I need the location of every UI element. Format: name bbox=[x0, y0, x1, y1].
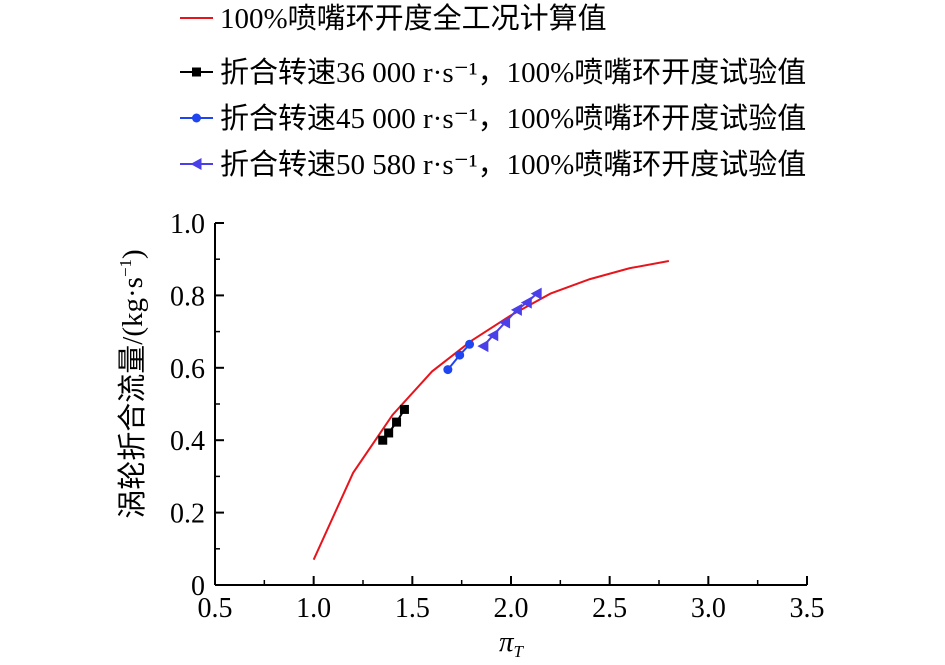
legend-label: 折合转速36 000 r·s⁻¹，100%喷嘴环开度试验值 bbox=[220, 56, 806, 89]
data-point bbox=[455, 350, 465, 360]
legend-item-2: 折合转速45 000 r·s⁻¹，100%喷嘴环开度试验值 bbox=[180, 102, 806, 135]
legend-swatch-marker bbox=[190, 158, 202, 170]
x-tick-label: 3.0 bbox=[691, 593, 726, 624]
y-tick-label: 1.0 bbox=[170, 209, 205, 240]
data-point bbox=[477, 340, 489, 353]
series-0 bbox=[312, 260, 670, 561]
legend-swatch-marker bbox=[192, 67, 201, 77]
series-2 bbox=[443, 339, 475, 375]
legend-item-3: 折合转速50 580 r·s⁻¹，100%喷嘴环开度试验值 bbox=[180, 148, 806, 181]
legend-label: 100%喷嘴环开度全工况计算值 bbox=[220, 2, 607, 35]
x-tick-label: 0.5 bbox=[198, 593, 233, 624]
x-axis-label-subscript: T bbox=[514, 642, 525, 661]
y-tick-label: 0.2 bbox=[170, 499, 205, 530]
x-tick-label: 2.5 bbox=[592, 593, 627, 624]
x-tick-label: 1.5 bbox=[395, 593, 430, 624]
legend-swatch-marker bbox=[192, 113, 201, 123]
y-tick-label: 0.8 bbox=[170, 281, 205, 312]
legend-label: 折合转速45 000 r·s⁻¹，100%喷嘴环开度试验值 bbox=[220, 102, 806, 135]
data-point bbox=[530, 287, 542, 300]
ticks: 0.5 1.0 1.5 2.0 2.5 3.0 3.5 0 0.2 0.4 0.6 0.8 1.0 bbox=[170, 209, 825, 624]
data-point bbox=[392, 417, 402, 427]
data-point bbox=[499, 316, 511, 329]
data-point bbox=[384, 428, 394, 438]
y-axis-label: 涡轮折合流量/(kg·s−1) bbox=[116, 249, 149, 518]
x-tick-label: 3.5 bbox=[790, 593, 825, 624]
data-point bbox=[487, 329, 499, 342]
y-tick-label: 0 bbox=[191, 571, 205, 602]
data-point bbox=[378, 435, 388, 445]
y-tick-label: 0.4 bbox=[170, 426, 205, 457]
data-point bbox=[465, 339, 475, 349]
data-point bbox=[399, 404, 409, 414]
series-line bbox=[312, 260, 670, 561]
y-axis-label-close: ) bbox=[117, 249, 149, 259]
y-axis-label-superscript: −1 bbox=[116, 259, 135, 277]
plot-area bbox=[312, 260, 670, 561]
x-axis-label: πT bbox=[499, 626, 525, 661]
legend-label: 折合转速50 580 r·s⁻¹，100%喷嘴环开度试验值 bbox=[220, 148, 806, 181]
axes bbox=[214, 223, 807, 586]
y-axis-label-main: 涡轮折合流量/(kg·s bbox=[116, 277, 149, 519]
series-3 bbox=[477, 287, 542, 353]
x-tick-label: 2.0 bbox=[494, 593, 529, 624]
series-1 bbox=[378, 404, 409, 445]
legend-item-1: 折合转速36 000 r·s⁻¹，100%喷嘴环开度试验值 bbox=[180, 56, 806, 89]
data-point bbox=[520, 296, 532, 309]
x-tick-label: 1.0 bbox=[296, 593, 331, 624]
x-axis-label-main: π bbox=[499, 626, 515, 658]
data-point bbox=[510, 303, 522, 316]
data-point bbox=[443, 365, 453, 375]
legend-item-0: 100%喷嘴环开度全工况计算值 bbox=[180, 2, 607, 35]
y-tick-label: 0.6 bbox=[170, 354, 205, 385]
